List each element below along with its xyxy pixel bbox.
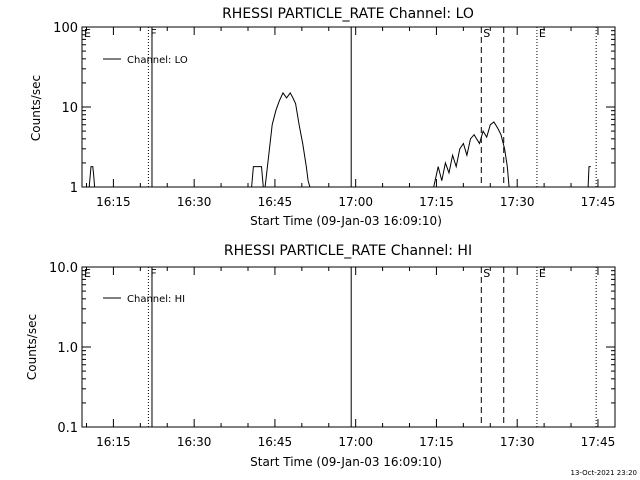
y-tick-label: 10 <box>61 101 78 116</box>
y-tick-label: 0.1 <box>57 421 78 436</box>
y-axis-label: Counts/sec <box>29 75 43 141</box>
marker-label: E <box>84 27 91 40</box>
y-tick-label: 1.0 <box>57 341 78 356</box>
chart-title: RHESSI PARTICLE_RATE Channel: LO <box>222 6 474 22</box>
x-tick-label: 17:15 <box>419 435 454 449</box>
marker-label: E <box>539 27 546 40</box>
legend: Channel: HI <box>103 294 185 305</box>
chart-panel-lo: RHESSI PARTICLE_RATE Channel: LO Counts/… <box>29 6 616 228</box>
x-tick-label: 17:30 <box>500 195 535 209</box>
x-tick-label: 16:45 <box>258 195 293 209</box>
legend: Channel: LO <box>103 55 188 66</box>
chart-panel-hi: RHESSI PARTICLE_RATE Channel: HI Counts/… <box>25 243 616 469</box>
x-tick-label: 17:30 <box>500 435 535 449</box>
x-tick-label: 17:00 <box>338 435 373 449</box>
timestamp: 13-Oct-2021 23:20 <box>571 469 637 477</box>
marker-label: F <box>150 267 156 280</box>
plot-frame <box>81 266 616 428</box>
chart-title: RHESSI PARTICLE_RATE Channel: HI <box>224 243 472 259</box>
y-tick-label: 100 <box>53 21 78 36</box>
y-axis-label: Counts/sec <box>25 314 39 380</box>
marker-label: E <box>84 267 91 280</box>
x-tick-label: 16:30 <box>177 435 212 449</box>
x-tick-label: 16:30 <box>177 195 212 209</box>
y-tick-label: 10.0 <box>49 261 78 276</box>
x-tick-label: 17:45 <box>581 195 616 209</box>
x-axis-label: Start Time (09-Jan-03 16:09:10) <box>250 214 442 228</box>
legend-label: Channel: HI <box>127 294 185 305</box>
x-tick-label: 16:45 <box>258 435 293 449</box>
x-tick-label: 16:15 <box>96 195 131 209</box>
x-tick-label: 17:45 <box>581 435 616 449</box>
marker-label: S <box>483 267 490 280</box>
series-line <box>88 91 591 188</box>
x-tick-label: 17:00 <box>338 195 373 209</box>
marker-label: F <box>150 27 156 40</box>
x-tick-label: 16:15 <box>96 435 131 449</box>
y-tick-label: 1 <box>70 181 78 196</box>
legend-label: Channel: LO <box>127 55 188 66</box>
marker-label: E <box>539 267 546 280</box>
x-tick-label: 17:15 <box>419 195 454 209</box>
marker-label: S <box>483 27 490 40</box>
plot-frame <box>81 26 616 188</box>
x-axis-label: Start Time (09-Jan-03 16:09:10) <box>250 455 442 469</box>
